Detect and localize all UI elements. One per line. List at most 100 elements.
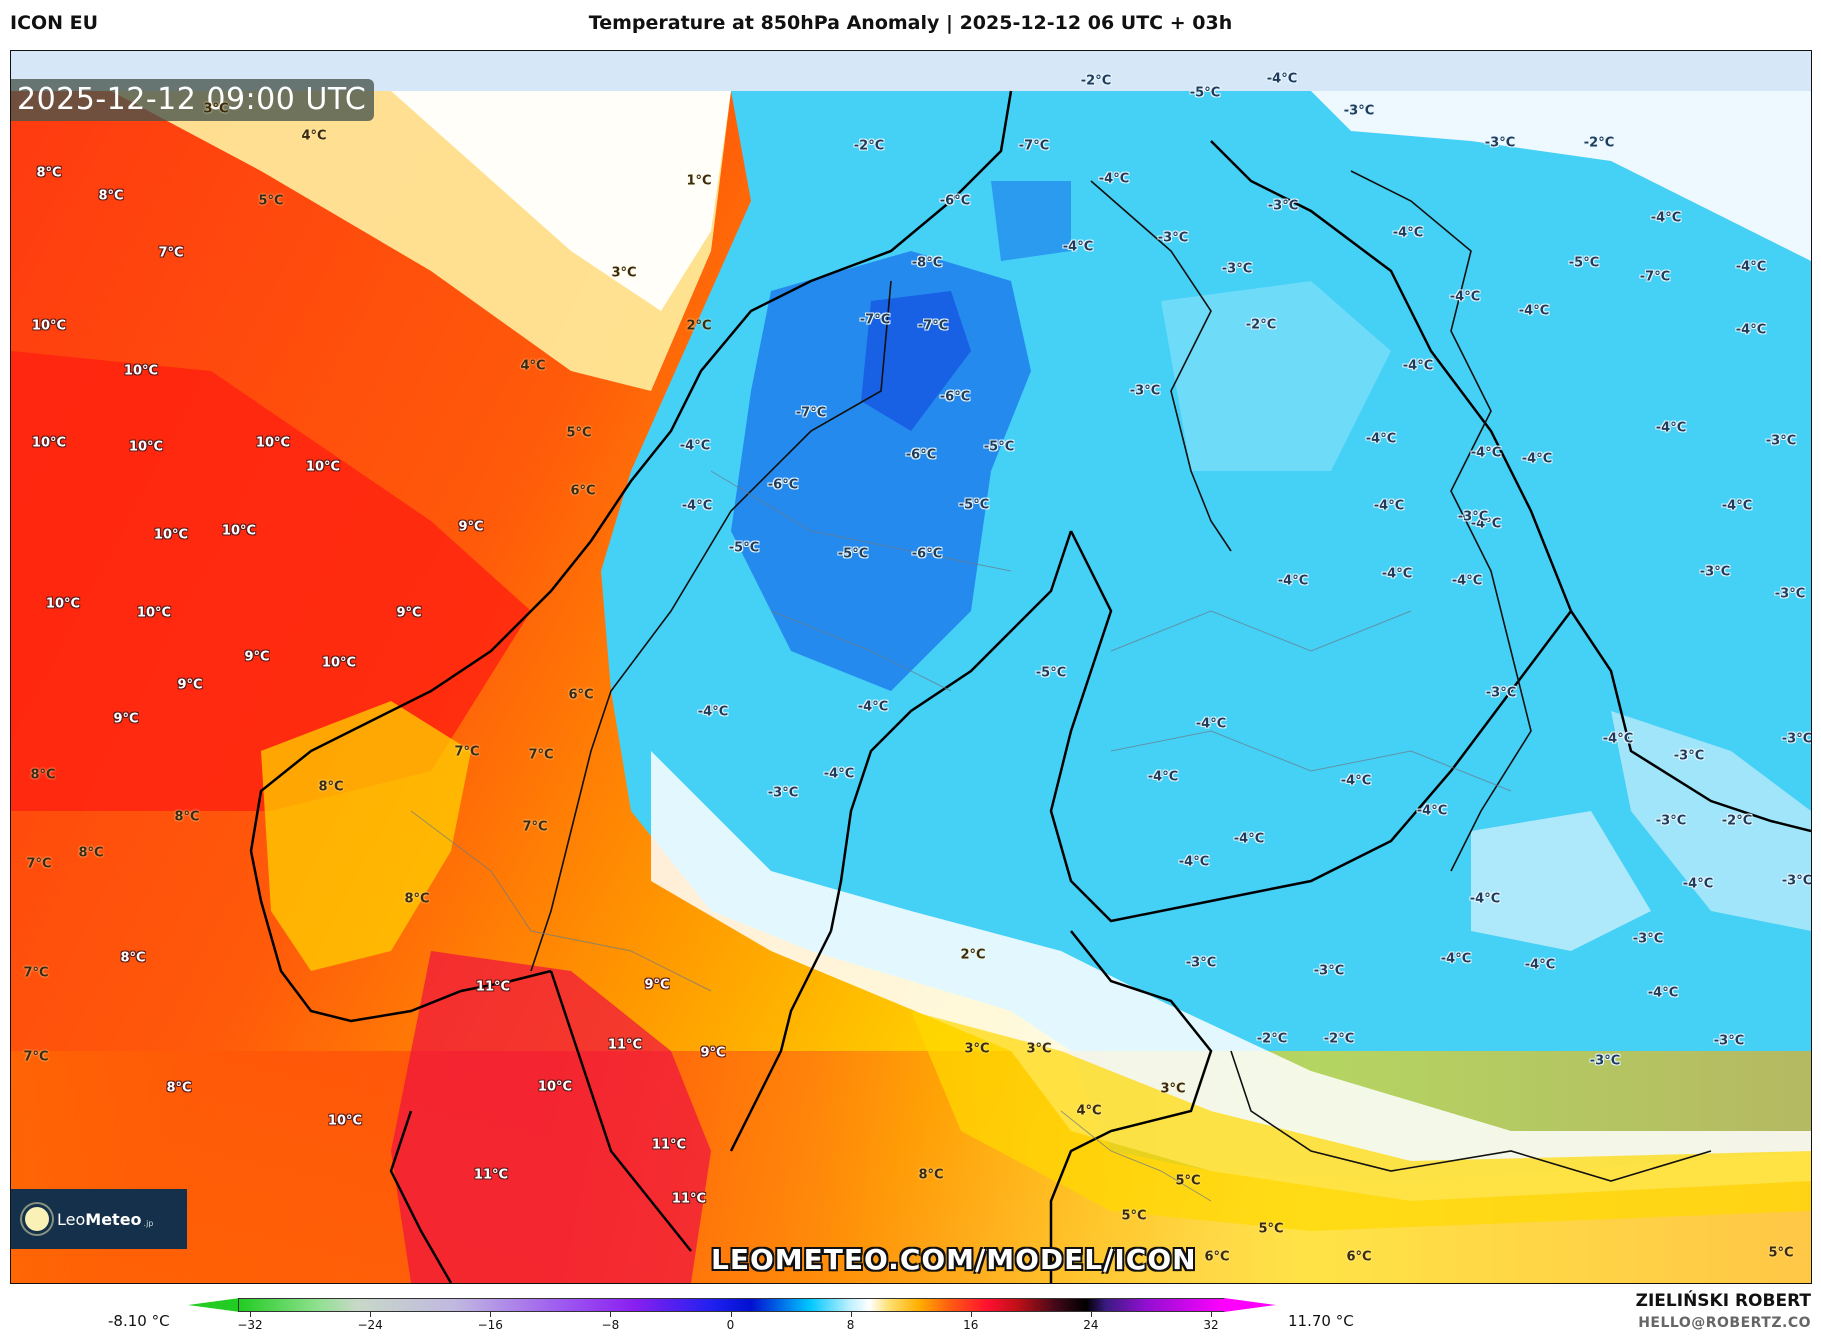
temperature-label: 9°C — [396, 605, 422, 621]
temperature-label: -3°C — [767, 785, 799, 801]
temperature-label: -4°C — [1650, 210, 1682, 226]
temperature-label: -4°C — [1449, 289, 1481, 305]
temperature-label: -4°C — [1524, 957, 1556, 973]
colorbar-tick — [970, 1312, 972, 1317]
temperature-label: 5°C — [258, 193, 284, 209]
temperature-label: -4°C — [857, 699, 889, 715]
borders — [530, 170, 1712, 1182]
temperature-label: 8°C — [404, 891, 430, 907]
temperature-label: -5°C — [837, 546, 869, 562]
colorbar-tick-label: −24 — [357, 1318, 383, 1332]
temperature-label: -4°C — [1147, 769, 1179, 785]
temperature-label: 5°C — [1768, 1245, 1794, 1261]
colorbar-max-arrow — [1224, 1298, 1276, 1312]
temperature-label: 8°C — [36, 165, 62, 181]
temperature-label: -3°C — [1655, 813, 1687, 829]
regional-borders — [410, 470, 1512, 1202]
temperature-label: -3°C — [1589, 1053, 1621, 1069]
temperature-label: -5°C — [728, 540, 760, 556]
weather-map[interactable]: 2025-12-12 09:00 UTC 3°C 4°C 8°C 8°C 5°C 1°C 7… — [10, 50, 1812, 1284]
colorbar-tick — [370, 1312, 372, 1317]
temperature-label: 8°C — [174, 809, 200, 825]
temperature-label: 4°C — [1076, 1103, 1102, 1119]
temperature-label: -3°C — [1485, 685, 1517, 701]
temperature-label: 7°C — [522, 819, 548, 835]
temperature-label: -6°C — [767, 477, 799, 493]
model-name: ICON EU — [10, 12, 99, 34]
temperature-label: -4°C — [1735, 322, 1767, 338]
temperature-label: 5°C — [1121, 1208, 1147, 1224]
colorbar-tick — [730, 1312, 732, 1317]
temperature-label: -4°C — [1440, 951, 1472, 967]
temperature-field — [11, 51, 1811, 1283]
colorbar-tick — [1090, 1312, 1092, 1317]
temperature-label: 10°C — [136, 605, 172, 621]
temperature-label: -7°C — [1639, 269, 1671, 285]
temperature-label: -6°C — [911, 546, 943, 562]
temperature-label: -4°C — [1518, 303, 1550, 319]
temperature-label: -7°C — [1018, 138, 1050, 154]
temperature-label: 11°C — [475, 979, 511, 995]
temperature-label: -4°C — [1470, 445, 1502, 461]
temperature-label: 3°C — [611, 265, 637, 281]
coastlines — [249, 90, 1811, 1283]
temperature-label: -4°C — [1178, 854, 1210, 870]
colorbar-tick-label: 0 — [726, 1318, 735, 1332]
colorbar-tick — [250, 1312, 251, 1317]
temperature-label: -6°C — [905, 447, 937, 463]
temperature-label: 8°C — [78, 845, 104, 861]
colorbar-gradient — [238, 1298, 1225, 1312]
temperature-label: -3°C — [1673, 748, 1705, 764]
colorbar-tick-label: 32 — [1203, 1318, 1219, 1332]
temperature-label: -3°C — [1221, 261, 1253, 277]
temperature-label: -8°C — [911, 255, 943, 271]
temperature-label: 3°C — [964, 1041, 990, 1057]
temperature-label: -3°C — [1632, 931, 1664, 947]
temperature-label: -5°C — [983, 439, 1015, 455]
temperature-label: 7°C — [23, 1049, 49, 1065]
logo-text-meteo: Meteo — [85, 1209, 142, 1229]
colorbar-tick-label: −16 — [477, 1318, 503, 1332]
temperature-label: -5°C — [1568, 255, 1600, 271]
temperature-label: -4°C — [1402, 358, 1434, 374]
temperature-label: 11°C — [671, 1191, 707, 1207]
temperature-label: -2°C — [1204, 51, 1234, 52]
temperature-label: 3°C — [1160, 1081, 1186, 1097]
temperature-label: -3°C — [1457, 509, 1489, 525]
author-name: ZIELIŃSKI ROBERT — [1635, 1291, 1811, 1311]
temperature-label: 3°C — [1026, 1041, 1052, 1057]
temperature-label: 10°C — [153, 527, 189, 543]
temperature-label: 8°C — [120, 950, 146, 966]
colorbar-tick — [610, 1312, 612, 1317]
temperature-label: 8°C — [318, 779, 344, 795]
temperature-label: 2°C — [686, 318, 712, 334]
temperature-label: -5°C — [1035, 665, 1067, 681]
temperature-label: 7°C — [26, 856, 52, 872]
temperature-label: -4°C — [1521, 451, 1553, 467]
temperature-label: 9°C — [244, 649, 270, 665]
temperature-label: -3°C — [1313, 963, 1345, 979]
temperature-label: 4°C — [301, 128, 327, 144]
chart-title: Temperature at 850hPa Anomaly | 2025-12-… — [588, 12, 1233, 34]
author-email[interactable]: HELLO@ROBERTZ.CO — [1638, 1315, 1811, 1331]
temperature-label: 8°C — [30, 767, 56, 783]
temperature-label: 9°C — [458, 519, 484, 535]
site-watermark: LEOMETEO.COM/MODEL/ICON — [711, 1243, 1197, 1276]
colorbar-tick-label: −8 — [601, 1318, 620, 1332]
temperature-label: -4°C — [1470, 516, 1502, 532]
valid-time-badge: 2025-12-12 09:00 UTC — [11, 79, 375, 121]
logo-text-leo: Leo — [57, 1209, 86, 1229]
temperature-label: -4°C — [1340, 773, 1372, 789]
temperature-label: 10°C — [327, 1113, 363, 1129]
temperature-label: -4°C — [1682, 876, 1714, 892]
temperature-label: 10°C — [321, 655, 357, 671]
temperature-label: -3°C — [1157, 230, 1189, 246]
temperature-label: -4°C — [1195, 716, 1227, 732]
temperature-label: -4°C — [1721, 498, 1753, 514]
colorbar-min-arrow — [188, 1298, 240, 1312]
temperature-label: -4°C — [1392, 225, 1424, 241]
logo-text-suffix: .jp — [143, 1218, 154, 1228]
leometeo-logo[interactable]: Leo Meteo .jp — [11, 1189, 187, 1249]
temperature-label: 7°C — [528, 747, 554, 763]
temperature-label: -3°C — [1267, 198, 1299, 214]
